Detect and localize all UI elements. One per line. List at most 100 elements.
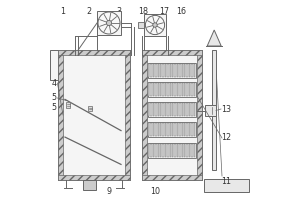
Bar	[167, 83, 169, 96]
Bar	[191, 144, 193, 157]
Bar	[169, 144, 171, 157]
Bar	[148, 102, 196, 117]
Bar	[142, 50, 147, 180]
Bar	[165, 144, 166, 157]
Bar	[179, 64, 181, 77]
Bar	[160, 103, 161, 116]
Text: 2: 2	[86, 7, 92, 16]
Bar	[97, 11, 121, 35]
Bar	[184, 123, 185, 136]
Text: 5: 5	[52, 94, 57, 102]
Bar	[194, 64, 195, 77]
Bar	[160, 83, 161, 96]
Bar	[186, 103, 188, 116]
Bar	[182, 123, 183, 136]
Bar	[153, 83, 154, 96]
Bar	[148, 64, 149, 77]
Bar	[169, 83, 171, 96]
Bar	[167, 144, 169, 157]
Bar	[169, 123, 171, 136]
Bar	[174, 144, 176, 157]
Bar	[148, 83, 149, 96]
Bar	[174, 83, 176, 96]
Bar	[172, 103, 173, 116]
Bar	[194, 144, 195, 157]
Bar	[162, 144, 164, 157]
Bar	[184, 103, 185, 116]
Bar	[155, 64, 157, 77]
Bar	[189, 64, 190, 77]
Text: 1: 1	[61, 7, 65, 16]
Bar	[191, 103, 193, 116]
Bar	[167, 123, 169, 136]
Text: 9: 9	[106, 188, 112, 196]
Bar	[150, 83, 152, 96]
Bar	[158, 144, 159, 157]
Bar	[160, 64, 161, 77]
Bar	[169, 64, 171, 77]
Bar	[182, 64, 183, 77]
Bar	[167, 64, 169, 77]
Bar	[162, 123, 164, 136]
Bar	[148, 123, 149, 136]
Bar	[148, 82, 196, 97]
Circle shape	[98, 12, 120, 34]
Bar	[179, 103, 181, 116]
Bar	[142, 175, 202, 180]
Bar	[153, 123, 154, 136]
Bar	[172, 83, 173, 96]
Circle shape	[146, 15, 165, 35]
Bar	[184, 83, 185, 96]
Bar	[205, 105, 216, 116]
Bar	[174, 103, 176, 116]
Text: 10: 10	[151, 186, 160, 196]
Bar	[174, 123, 176, 136]
Bar	[189, 83, 190, 96]
Bar	[191, 64, 193, 77]
Bar	[165, 123, 166, 136]
Bar	[194, 83, 195, 96]
Bar	[162, 103, 164, 116]
Bar	[179, 123, 181, 136]
Bar	[191, 123, 193, 136]
Bar	[177, 83, 178, 96]
Text: 12: 12	[221, 134, 231, 142]
Bar	[177, 123, 178, 136]
Bar	[184, 144, 185, 157]
Bar	[194, 123, 195, 136]
Bar	[182, 83, 183, 96]
Bar	[160, 144, 161, 157]
Bar	[148, 103, 149, 116]
Bar	[179, 144, 181, 157]
Polygon shape	[207, 30, 221, 46]
Bar	[148, 63, 196, 78]
Bar	[172, 64, 173, 77]
Bar	[58, 50, 63, 180]
Bar	[169, 103, 171, 116]
Bar	[182, 144, 183, 157]
Bar	[174, 64, 176, 77]
Bar	[165, 64, 166, 77]
Bar	[150, 123, 152, 136]
Bar	[138, 22, 144, 28]
Bar	[155, 144, 157, 157]
Text: 18: 18	[138, 7, 148, 16]
Bar	[160, 123, 161, 136]
Text: 13: 13	[221, 104, 231, 114]
Bar	[158, 83, 159, 96]
Bar	[186, 123, 188, 136]
Circle shape	[106, 20, 112, 26]
Bar	[150, 64, 152, 77]
Text: 5: 5	[52, 104, 57, 112]
Bar	[162, 83, 164, 96]
Bar	[189, 103, 190, 116]
Bar	[66, 102, 70, 108]
Bar	[189, 144, 190, 157]
Bar	[58, 50, 130, 55]
Text: 17: 17	[159, 7, 169, 16]
Bar	[142, 50, 202, 180]
Bar	[58, 50, 130, 180]
Bar	[172, 123, 173, 136]
Bar	[186, 83, 188, 96]
Bar	[150, 144, 152, 157]
